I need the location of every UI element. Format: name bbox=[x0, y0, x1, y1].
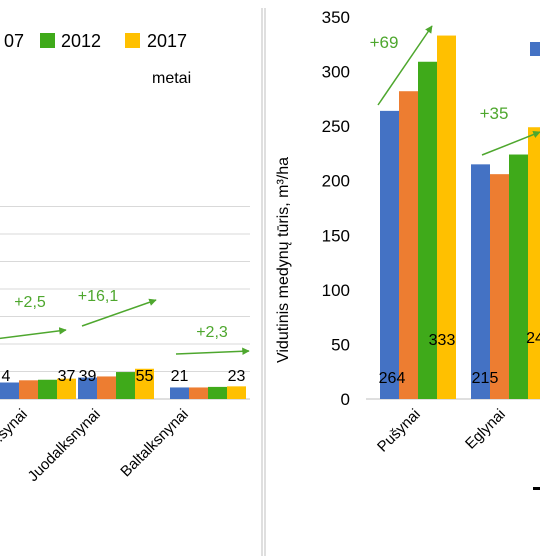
data-label: 39 bbox=[79, 368, 97, 385]
trend-annotation: +69 bbox=[370, 33, 399, 52]
data-label: 24 bbox=[526, 330, 540, 347]
bar-2007-Juodalksnynai bbox=[97, 376, 116, 399]
trend-annotation: +35 bbox=[480, 104, 509, 123]
legend-swatch bbox=[125, 33, 140, 48]
bar-2012-Juodalksnynai bbox=[116, 372, 135, 399]
bar-2017-Eglynai bbox=[528, 127, 540, 399]
bar-2017-Juodalksnynai bbox=[135, 368, 154, 399]
bar-2007-Beržynai bbox=[19, 380, 38, 399]
data-label: 264 bbox=[379, 370, 406, 387]
trend-annotation: +2,5 bbox=[14, 294, 46, 311]
trend-arrow bbox=[0, 327, 67, 340]
y-tick-label: 50 bbox=[331, 335, 350, 354]
y-tick-label: 200 bbox=[322, 172, 350, 191]
category-label: Baltalksnynai bbox=[117, 406, 192, 481]
category-label: ...synai bbox=[0, 406, 31, 452]
bar-2012-Pušynai bbox=[418, 61, 437, 400]
bar-2017-Pušynai bbox=[437, 35, 456, 399]
legend-label: 07 bbox=[4, 31, 24, 51]
data-label: 333 bbox=[429, 332, 456, 349]
bar-2017-Baltalksnynai bbox=[227, 386, 246, 399]
cropped-label-fragment bbox=[533, 487, 540, 490]
bar-2007-Baltalksnynai bbox=[189, 387, 208, 399]
bar-2002-Pušynai bbox=[380, 110, 399, 399]
y-axis-title: Vidutinis medynų tūris, m³/ha bbox=[275, 157, 292, 363]
y-tick-label: 250 bbox=[322, 117, 350, 136]
right-chart-panel: 0 50 100 150 200 250 300 350 Vidutinis medynų tū… bbox=[264, 8, 540, 556]
legend-unit: metai bbox=[152, 70, 191, 87]
bar-2012-Eglynai bbox=[509, 154, 528, 399]
trend-arrow bbox=[81, 298, 157, 327]
legend-swatch bbox=[530, 42, 540, 56]
bar-2017-Beržynai bbox=[57, 378, 76, 399]
category-label: Juodalksnynai bbox=[25, 406, 104, 485]
y-tick-label: 100 bbox=[322, 281, 350, 300]
bar-2002-Eglynai bbox=[471, 164, 490, 399]
bar-2002-Beržynai bbox=[0, 382, 19, 399]
legend-label: 2012 bbox=[61, 31, 101, 51]
legend-label: 2017 bbox=[147, 31, 187, 51]
bar-2007-Eglynai bbox=[490, 174, 509, 399]
data-label: 4 bbox=[2, 368, 11, 385]
y-tick-label: 0 bbox=[341, 390, 350, 409]
data-label: 37 bbox=[58, 368, 76, 385]
left-chart-panel: 4 37 39 55 21 23 +2,5 +16,1 +2,3 ...synaiJuodalks… bbox=[0, 8, 263, 556]
trend-arrow bbox=[175, 347, 250, 356]
category-label: Pušynai bbox=[374, 406, 424, 456]
category-label: Eglynai bbox=[462, 406, 509, 453]
data-label: 215 bbox=[472, 370, 499, 387]
bar-2007-Pušynai bbox=[399, 91, 418, 400]
trend-arrow bbox=[481, 131, 540, 156]
trend-annotation: +2,3 bbox=[196, 324, 228, 341]
trend-annotation: +16,1 bbox=[78, 288, 119, 305]
y-tick-label: 300 bbox=[322, 63, 350, 82]
data-label: 21 bbox=[171, 368, 189, 385]
bar-2012-Baltalksnynai bbox=[208, 386, 227, 399]
bar-2002-Juodalksnynai bbox=[78, 377, 97, 399]
y-tick-label: 350 bbox=[322, 8, 350, 27]
trend-arrow bbox=[377, 25, 433, 106]
bar-2012-Beržynai bbox=[38, 379, 57, 399]
legend-swatch bbox=[40, 33, 55, 48]
data-label: 55 bbox=[136, 368, 154, 385]
data-label: 23 bbox=[228, 368, 246, 385]
bar-2002-Baltalksnynai bbox=[170, 387, 189, 399]
y-tick-label: 150 bbox=[322, 226, 350, 245]
